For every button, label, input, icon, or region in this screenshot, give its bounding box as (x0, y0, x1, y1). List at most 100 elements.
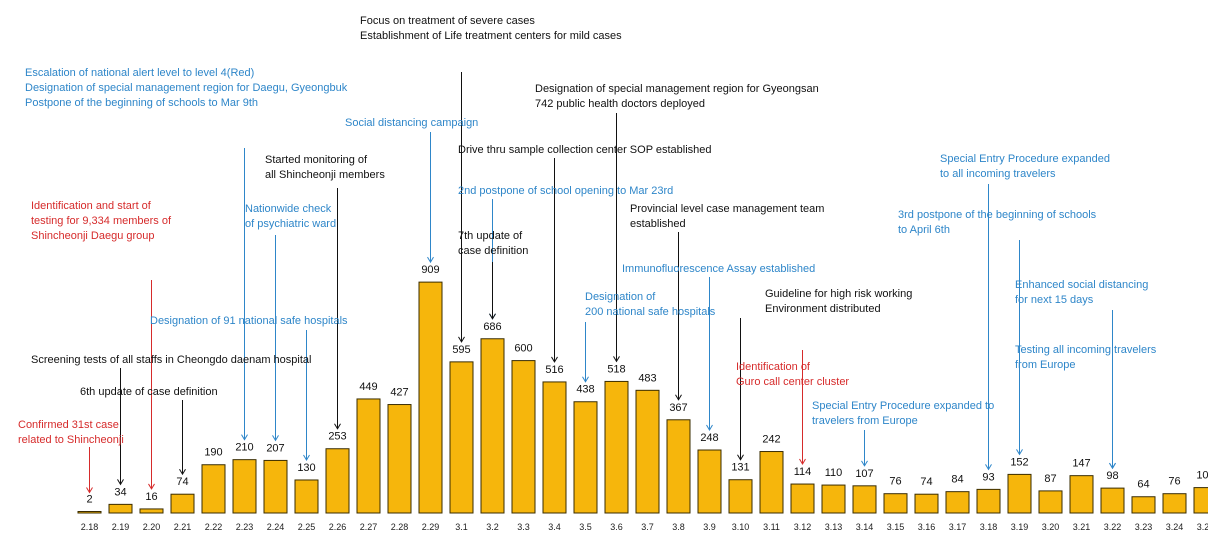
x-tick-label: 3.17 (949, 522, 967, 532)
x-tick-label: 2.27 (360, 522, 378, 532)
annotation-line: Guideline for high risk working (765, 288, 913, 300)
leader-arrowhead (582, 376, 589, 383)
x-tick-label: 3.1 (455, 522, 468, 532)
annotation-a1: Confirmed 31st case related to Shincheonj… (18, 418, 124, 448)
x-tick-label: 2.26 (329, 522, 347, 532)
annotation-leader-lines (86, 72, 1116, 494)
x-tick-label: 2.28 (391, 522, 409, 532)
x-tick-label: 2.21 (174, 522, 192, 532)
x-tick-label: 2.20 (143, 522, 161, 532)
bar-value-label: 147 (1072, 458, 1090, 470)
leader-arrowhead (706, 424, 713, 431)
bar-3.12 (790, 483, 815, 514)
bar-value-label: 34 (114, 486, 126, 498)
bar-3.20 (1038, 490, 1063, 514)
bar-3.5 (573, 401, 598, 514)
bar-3.22 (1100, 487, 1125, 514)
annotation-a11: Designation of special management region… (535, 82, 819, 112)
annotation-line: Provincial level case management team (630, 203, 825, 215)
leader-arrowhead (86, 487, 93, 494)
annotation-line: Nationwide check (245, 203, 332, 215)
annotation-a20: Special Entry Procedure expanded to trave… (812, 399, 994, 429)
annotation-line: Drive thru sample collection center SOP … (458, 144, 712, 156)
bar-value-label: 107 (855, 468, 873, 480)
x-tick-label: 3.7 (641, 522, 654, 532)
bar-3.14 (852, 485, 877, 514)
annotation-line: Testing all incoming travelers (1015, 344, 1157, 356)
bar-3.3 (511, 360, 536, 514)
annotation-line: Designation of special management region… (25, 82, 348, 94)
annotation-a5: Designation of 91 national safe hospital… (150, 314, 348, 329)
x-tick-label: 3.13 (825, 522, 843, 532)
annotation-a24: Testing all incoming travelers from Europ… (1015, 343, 1156, 373)
annotation-line: Confirmed 31st case (18, 419, 119, 431)
annotation-line: 7th update of (458, 230, 523, 242)
annotation-a4: Screening tests of all staffs in Cheongd… (31, 353, 311, 368)
bar-3.10 (728, 479, 753, 514)
bar-value-label: 686 (483, 321, 501, 333)
bar-2.24 (263, 459, 288, 514)
leader-arrowhead (1016, 449, 1023, 456)
annotation-a3: 6th update of case definition (80, 385, 218, 400)
annotation-line: related to Shincheonji (18, 434, 124, 446)
x-tick-label: 3.4 (548, 522, 561, 532)
annotation-line: 2nd postpone of school opening to Mar 23… (458, 185, 674, 197)
x-tick-label: 2.18 (81, 522, 99, 532)
annotation-line: Focus on treatment of severe cases (360, 15, 535, 27)
bar-value-label: 449 (359, 381, 377, 393)
annotation-a8: Started monitoring of all Shincheonji mem… (265, 153, 385, 183)
x-tick-label: 2.25 (298, 522, 316, 532)
annotation-line: Enhanced social distancing (1015, 279, 1149, 291)
bar-value-label: 242 (762, 434, 780, 446)
bar-2.20 (139, 508, 164, 514)
leader-arrowhead (334, 423, 341, 430)
bar-2.22 (201, 464, 226, 514)
x-tick-label: 2.22 (205, 522, 223, 532)
bar-3.17 (945, 491, 970, 514)
annotation-line: Special Entry Procedure expanded (940, 153, 1110, 165)
annotation-a22: 3rd postpone of the beginning of schools… (898, 208, 1096, 238)
x-tick-label: 3.8 (672, 522, 685, 532)
x-tick-label: 3.18 (980, 522, 998, 532)
annotation-line: testing for 9,334 members of (31, 215, 172, 227)
leader-arrowhead (551, 356, 558, 363)
x-tick-label: 3.14 (856, 522, 874, 532)
bar-3.4 (542, 381, 567, 514)
annotation-a10: Focus on treatment of severe cases Establ… (360, 14, 622, 44)
annotation-line: Guro call center cluster (736, 376, 850, 388)
bar-value-label: 152 (1010, 456, 1028, 468)
annotation-line: 3rd postpone of the beginning of schools (898, 209, 1097, 221)
annotation-line: 742 public health doctors deployed (535, 98, 706, 110)
bar-value-label: 16 (145, 491, 157, 503)
x-tick-label: 3.16 (918, 522, 936, 532)
x-tick-label: 3.11 (763, 522, 780, 532)
leader-arrowhead (613, 356, 620, 363)
annotation-a17: Designation of 200 national safe hospital… (585, 290, 715, 320)
annotation-line: established (630, 218, 686, 230)
annotation-a9: Social distancing campaign (345, 116, 478, 131)
annotation-line: from Europe (1015, 359, 1076, 371)
x-axis-tick-labels: 2.18 2.19 2.20 2.21 2.22 2.23 2.24 2.25 2.26 2.27… (81, 522, 1208, 532)
bar-3.23 (1131, 496, 1156, 514)
bar-3.16 (914, 493, 939, 514)
x-tick-label: 3.24 (1166, 522, 1184, 532)
annotation-line: of psychiatric ward (245, 218, 337, 230)
bar-value-label: 427 (390, 387, 408, 399)
x-tick-label: 3.2 (486, 522, 499, 532)
leader-arrowhead (117, 479, 124, 486)
leader-arrowhead (458, 336, 465, 343)
annotation-line: Shincheonji Daegu group (31, 230, 155, 242)
bar-value-label: 64 (1137, 479, 1149, 491)
annotation-a23: Enhanced social distancing for next 15 da… (1015, 278, 1148, 308)
x-tick-label: 3.6 (610, 522, 623, 532)
x-tick-label: 3.5 (579, 522, 592, 532)
x-tick-label: 3.20 (1042, 522, 1060, 532)
bar-2.19 (108, 503, 133, 514)
annotation-line: Designation of (585, 291, 656, 303)
bar-3.1 (449, 361, 474, 514)
leader-arrowhead (179, 468, 186, 476)
bar-2.29 (418, 281, 443, 514)
leader-arrowhead (427, 256, 434, 264)
